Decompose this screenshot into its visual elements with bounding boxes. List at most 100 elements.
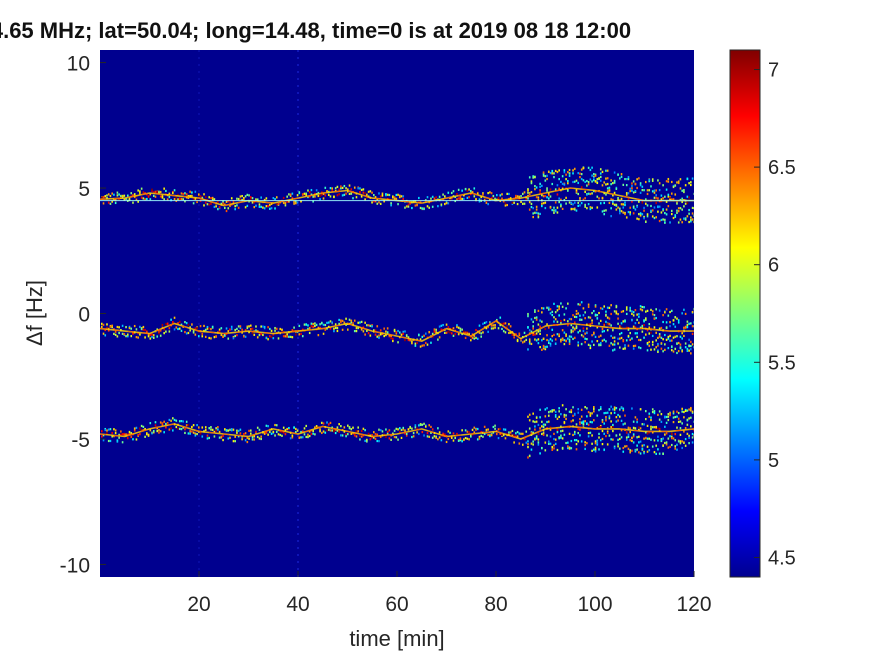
trace-pixel [532, 443, 534, 446]
trace-pixel [379, 435, 382, 439]
trace-pixel [629, 451, 632, 454]
trace-pixel [617, 445, 619, 448]
trace-pixel [617, 173, 619, 176]
trace-pixel [686, 201, 689, 205]
trace-pixel [565, 307, 567, 310]
trace-pixel [541, 307, 543, 310]
trace-pixel [657, 336, 659, 340]
trace-pixel [135, 438, 138, 441]
trace-pixel [100, 325, 103, 328]
trace-pixel [587, 316, 590, 319]
trace-pixel [440, 439, 443, 442]
trace-pixel [236, 429, 238, 432]
trace-pixel [606, 190, 609, 193]
trace-pixel [312, 322, 314, 326]
trace-pixel [672, 437, 675, 440]
trace-pixel [502, 433, 505, 437]
trace-pixel [601, 443, 604, 446]
trace-pixel [551, 310, 554, 313]
trace-pixel [622, 183, 625, 186]
trace-pixel [305, 323, 308, 326]
trace-pixel [464, 331, 467, 334]
trace-pixel [575, 439, 578, 442]
trace-pixel [154, 195, 157, 198]
trace-pixel [580, 173, 583, 176]
trace-pixel [508, 323, 510, 326]
trace-pixel [333, 195, 335, 199]
trace-pixel [232, 428, 235, 431]
trace-pixel [516, 435, 519, 438]
trace-pixel [301, 328, 304, 331]
trace-pixel [149, 333, 152, 337]
trace-pixel [547, 170, 550, 173]
trace-pixel [655, 444, 657, 447]
trace-pixel [546, 187, 548, 190]
trace-pixel [360, 320, 363, 323]
trace-pixel [338, 322, 340, 325]
trace-pixel [594, 446, 597, 449]
trace-pixel [657, 427, 659, 430]
trace-pixel [487, 433, 489, 436]
trace-pixel [324, 194, 327, 197]
trace-pixel [315, 425, 318, 428]
trace-pixel [542, 433, 545, 436]
trace-pixel [657, 350, 659, 354]
trace-pixel [353, 319, 356, 322]
trace-pixel [163, 332, 165, 335]
trace-pixel [116, 191, 119, 194]
trace-pixel [549, 342, 552, 345]
trace-pixel [568, 201, 571, 204]
trace-pixel [293, 200, 295, 203]
trace-pixel [369, 334, 372, 337]
trace-pixel [693, 325, 694, 328]
trace-pixel [201, 426, 204, 429]
trace-pixel [390, 438, 392, 441]
trace-pixel [248, 325, 250, 328]
trace-pixel [596, 326, 599, 329]
trace-pixel [586, 184, 588, 187]
trace-pixel [329, 195, 332, 198]
trace-pixel [648, 332, 651, 335]
trace-pixel [428, 331, 431, 334]
trace-pixel [643, 215, 645, 219]
trace-pixel [445, 440, 448, 444]
trace-pixel [546, 189, 548, 192]
trace-pixel [627, 426, 630, 429]
trace-pixel [643, 306, 645, 309]
trace-pixel [669, 196, 671, 199]
trace-pixel [161, 195, 164, 198]
trace-pixel [133, 427, 136, 430]
trace-pixel [158, 429, 160, 432]
trace-pixel [291, 192, 294, 195]
trace-pixel [146, 197, 148, 201]
trace-pixel [601, 437, 604, 441]
trace-pixel [482, 192, 484, 195]
trace-pixel [582, 420, 585, 423]
trace-pixel [624, 201, 626, 204]
trace-pixel [140, 187, 143, 190]
trace-pixel [450, 197, 453, 200]
trace-pixel [277, 337, 280, 340]
trace-pixel [617, 313, 619, 316]
trace-pixel [152, 429, 155, 433]
trace-pixel [527, 191, 529, 194]
trace-pixel [624, 422, 626, 425]
trace-pixel [676, 211, 678, 214]
trace-pixel [586, 193, 588, 196]
trace-pixel [546, 334, 548, 337]
trace-pixel [305, 194, 308, 197]
trace-pixel [660, 420, 663, 423]
trace-pixel [151, 432, 153, 435]
trace-pixel [542, 347, 545, 350]
trace-pixel [407, 336, 410, 339]
trace-pixel [610, 334, 612, 338]
trace-pixel [405, 432, 408, 436]
trace-pixel [651, 431, 654, 434]
trace-pixel [690, 409, 692, 412]
trace-pixel [672, 185, 675, 189]
trace-pixel [359, 438, 361, 441]
trace-pixel [567, 320, 569, 323]
trace-pixel [378, 440, 380, 443]
trace-pixel [535, 420, 538, 423]
trace-pixel [541, 447, 543, 450]
